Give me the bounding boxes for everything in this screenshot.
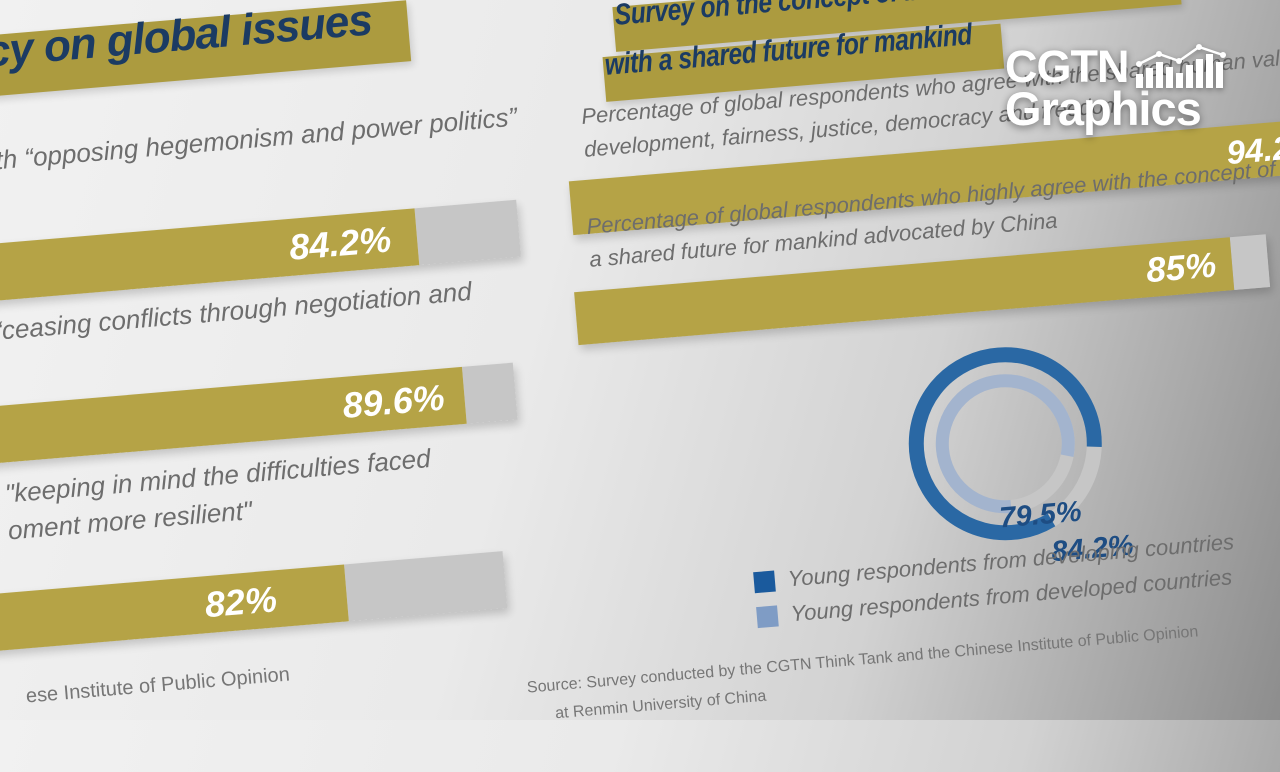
cgtn-graphics-logo: CGTN Graphics — [1005, 42, 1232, 132]
cgtn-bars-chart-icon — [1135, 44, 1226, 88]
legend-swatch-light-blue — [756, 604, 779, 628]
cgtn-logo-text: CGTN — [1005, 41, 1129, 92]
graphics-logo-text: Graphics — [1005, 82, 1202, 135]
bar-value: 85% — [1144, 245, 1218, 290]
infographic-frame: { "colors": { "gold": "#b5a346", "gold_s… — [0, 0, 1280, 722]
donut-inner-value: 79.5% — [998, 495, 1083, 535]
donut-chart — [908, 347, 1102, 541]
inner-ring-developed — [935, 374, 1075, 514]
bar-track — [1229, 234, 1271, 291]
legend-swatch-dark-blue — [753, 570, 776, 593]
logo-row: CGTN — [1005, 42, 1232, 89]
right-source: Source: Survey conducted by the CGTN Thi… — [526, 618, 1202, 730]
outer-ring-developing — [908, 347, 1102, 541]
